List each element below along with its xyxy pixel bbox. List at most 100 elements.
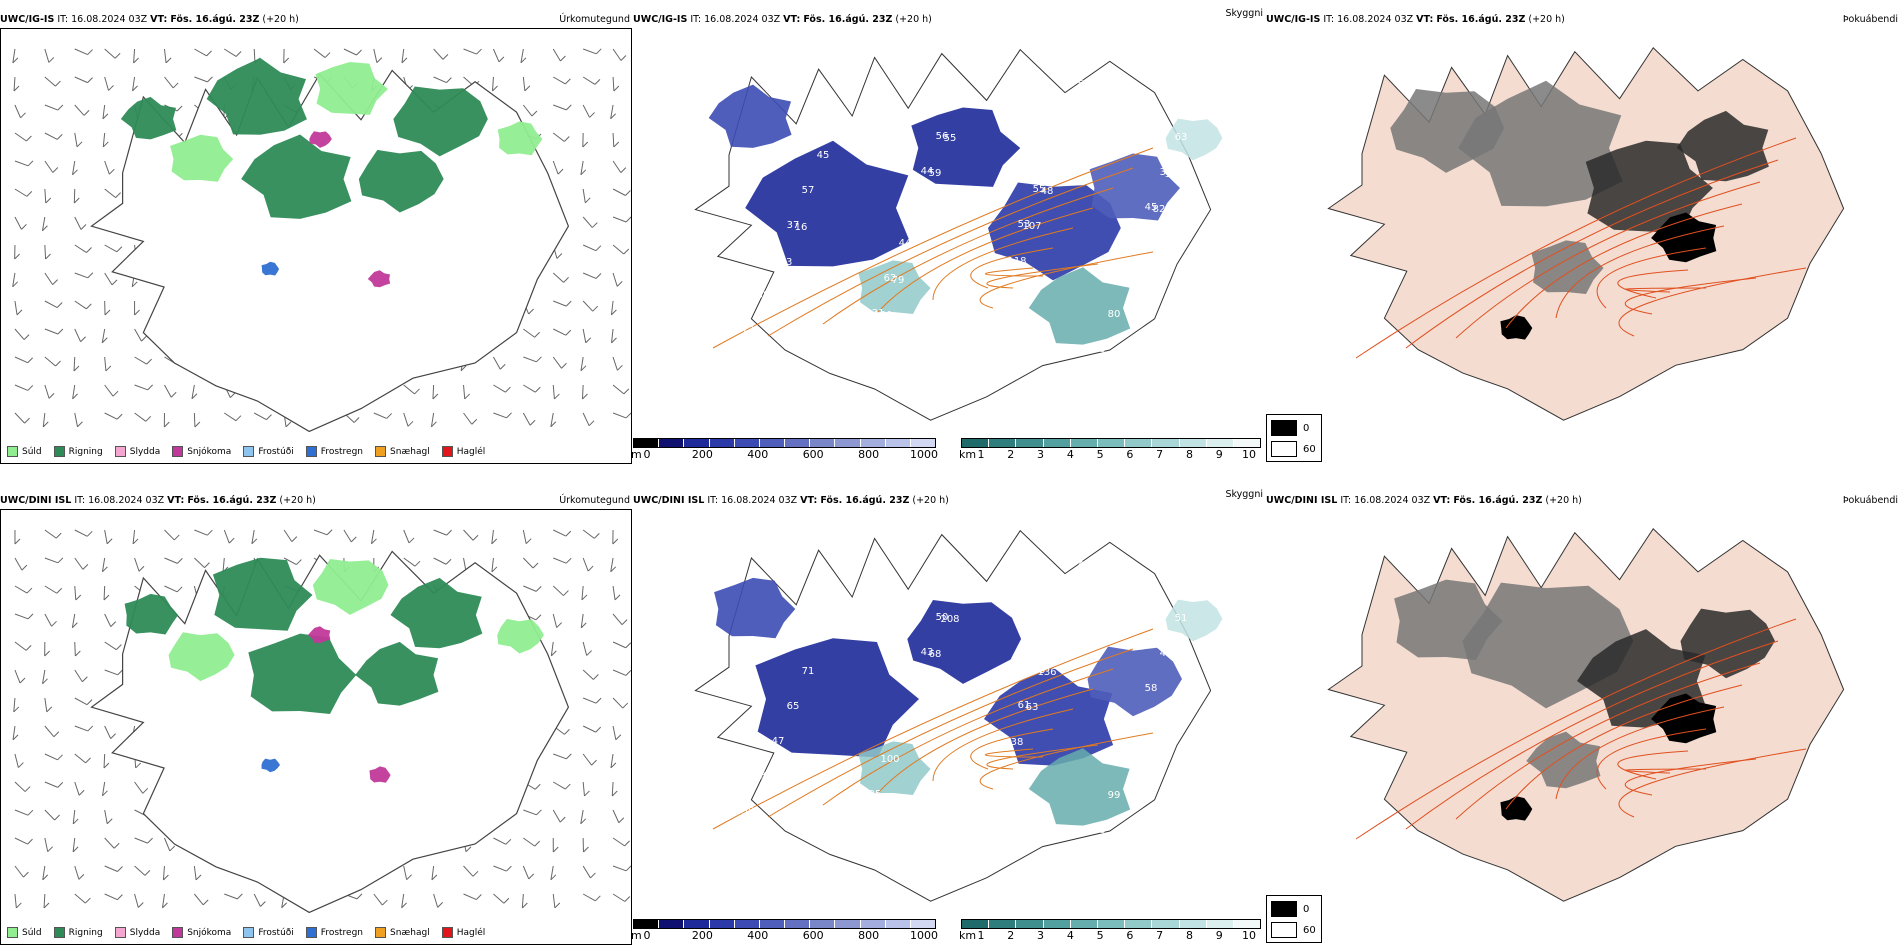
it-label: IT: [690,14,702,25]
visibility-value-label: 58 [727,541,740,552]
colorbar-tick: 8 [1185,448,1193,461]
colorbar-tick: 0 [643,929,651,942]
it-value: 16.08.2024 03Z [704,14,781,25]
lead-time: (+20 h) [895,14,932,25]
visibility-value-label: 63 [1026,702,1039,713]
visibility-value-label: 100 [873,310,892,321]
visibility-value-label: 49 [899,719,912,730]
vt-value: Fös. 16.ágú. 23Z [803,14,893,25]
visibility-value-label: 73 [765,292,778,303]
vt-label: VT: [1433,495,1451,506]
panel-title: Skyggni [1225,8,1263,19]
ceiling-colorbar: 0 200 400 600 800 1000 m [631,438,938,462]
legend-item-freezing-rain: Frostregn [305,446,363,457]
visibility-value-label: 41 [750,327,763,338]
visibility-colorbar: 1 2 3 4 5 6 7 8 9 10 km [959,438,1261,462]
visibility-map: 58 50 43 61 36 58 59 50 53 63 48 43 44 44 58 47 95 93 83 45… [633,509,1265,907]
vt-value: Fös. 16.ágú. 23Z [170,14,260,25]
it-value: 16.08.2024 03Z [1337,14,1414,25]
visibility-value-label: 88 [772,255,785,266]
visibility-value-label: 73 [742,325,755,336]
fog-swatch-0 [1271,420,1297,436]
visibility-value-label: 43 [921,647,934,658]
colorbar-tick: 8 [1185,929,1193,942]
colorbar-tick: 6 [1126,929,1134,942]
visibility-value-label: 45 [1123,274,1136,285]
legend-item-snow-pellets: Snæhagl [375,927,430,938]
colorbar-tick: 4 [1066,929,1074,942]
visibility-value-label: 40 [832,596,845,607]
panel-fog-bottom: UWC/DINI ISL IT: 16.08.2024 03Z VT: Fös.… [1266,493,1900,945]
legend-item-rain: Rigning [53,927,103,938]
visibility-value-label: 49 [1048,149,1061,160]
model-name: UWC/IG-IS [1266,14,1321,25]
visibility-value-label: 45 [817,150,830,161]
vt-value: Fös. 16.ágú. 23Z [1453,495,1543,506]
visibility-value-label: 45 [951,96,964,107]
ceiling-unit: m [631,929,642,942]
visibility-value-label: 49 [1190,97,1203,108]
legend-item-snow: Snjókoma [172,927,231,938]
visibility-value-label: 95 [869,789,882,800]
visibility-value-label: 56 [996,291,1009,302]
visibility-value-label: 83 [780,257,793,268]
panel-title: Þokuábendi [1842,14,1898,25]
colorbar-tick: 800 [858,929,880,942]
vt-label: VT: [783,14,801,25]
visibility-value-label: 38 [1056,632,1069,643]
colorbar-tick: 1 [977,929,985,942]
colorbar-tick: 5 [1096,929,1104,942]
visibility-value-label: 65 [787,701,800,712]
fog-value-60: 60 [1303,443,1316,455]
visibility-value-label: 56 [936,131,949,142]
panel-header: UWC/IG-IS IT: 16.08.2024 03Z VT: Fös. 16… [0,12,632,28]
legend-item-freezing-drizzle: Frostúði [243,927,294,938]
precip-type-legend: Súld Rigning Slydda Snjókoma Frostúði Fr… [7,446,485,457]
lead-time: (+20 h) [279,495,316,506]
colorbar-tick: 200 [691,929,713,942]
vt-label: VT: [1416,14,1434,25]
visibility-value-label: 121 [865,308,884,319]
it-value: 16.08.2024 03Z [721,495,798,506]
visibility-value-label: 107 [1022,221,1041,232]
visibility-value-label: 58 [1145,683,1158,694]
visibility-value-label: 118 [1007,256,1026,267]
visibility-value-label: 58 [1093,344,1106,355]
fog-map [1266,509,1900,909]
visibility-value-label: 50 [936,612,949,623]
fog-value-60: 60 [1303,924,1316,936]
colorbar-tick: 10 [1242,929,1256,942]
model-name: UWC/DINI ISL [0,495,72,506]
precip-type-legend: Súld Rigning Slydda Snjókoma Frostúði Fr… [7,927,485,938]
visibility-value-label: 53 [1033,665,1046,676]
it-label: IT: [1340,495,1352,506]
visibility-value-label: 68 [929,649,942,660]
colorbar-tick: 800 [858,448,880,461]
panel-title: Skyggni [1225,489,1263,500]
visibility-value-label: 62 [884,273,897,284]
visibility-value-label: 44 [921,166,934,177]
panel-precip-type-top: UWC/IG-IS IT: 16.08.2024 03Z VT: Fös. 16… [0,12,632,464]
precip-type-map: Súld Rigning Slydda Snjókoma Frostúði Fr… [0,509,632,945]
lead-time: (+20 h) [1545,495,1582,506]
visibility-value-label: 48 [1041,186,1054,197]
panel-header: UWC/DINI ISL IT: 16.08.2024 03Z VT: Fös.… [633,489,1265,509]
visibility-value-label: 100 [880,754,899,765]
fog-map [1266,28,1900,428]
colorbar-tick: 7 [1156,929,1164,942]
lead-time: (+20 h) [262,14,299,25]
fog-value-0: 0 [1303,903,1310,915]
fog-value-0: 0 [1303,422,1310,434]
lead-time: (+20 h) [912,495,949,506]
visibility-value-label: 39 [914,203,927,214]
vt-label: VT: [800,495,818,506]
visibility-value-label: 58 [1093,825,1106,836]
visibility-value-label: 47 [735,543,748,554]
fog-swatch-60 [1271,441,1297,457]
it-label: IT: [1323,14,1335,25]
colorbar-tick: 9 [1215,929,1223,942]
visibility-value-label: 38 [1160,167,1173,178]
visibility-unit: km [959,929,977,942]
visibility-value-label: 63 [1130,718,1143,729]
vt-value: Fös. 16.ágú. 23Z [1436,14,1526,25]
